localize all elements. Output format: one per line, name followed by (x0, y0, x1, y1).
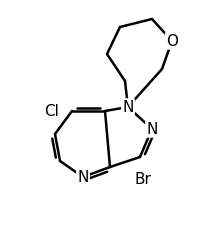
Text: N: N (122, 100, 134, 115)
Text: Cl: Cl (45, 104, 59, 119)
Text: N: N (146, 122, 158, 137)
Text: N: N (77, 170, 89, 185)
Text: O: O (166, 34, 178, 49)
Text: Br: Br (135, 172, 151, 187)
